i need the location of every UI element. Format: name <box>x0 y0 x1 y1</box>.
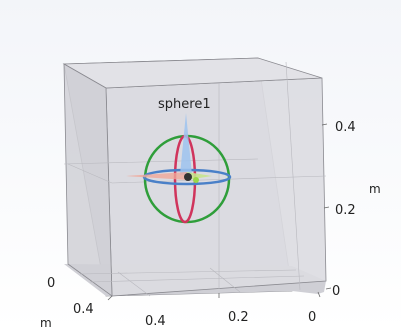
axis-z-unit: m <box>369 182 381 196</box>
axis-x-tick-0: 0.4 <box>145 314 166 329</box>
object-label: sphere1 <box>158 97 211 112</box>
axis-x-tick-2: 0 <box>308 310 316 325</box>
axis-z-tick-0: 0.4 <box>335 120 356 135</box>
axis-y-tick-1: 0.4 <box>73 302 94 317</box>
gizmo-arrow-right[interactable] <box>187 172 212 180</box>
gizmo-arrow-left[interactable] <box>126 172 187 180</box>
gizmo-point[interactable] <box>193 177 199 183</box>
gizmo-center-handle[interactable] <box>184 173 192 181</box>
box-front-face <box>105 77 327 297</box>
axis-z-tick-2: 0 <box>332 284 340 299</box>
axis-x-tick-1: 0.2 <box>228 310 249 325</box>
transform-gizmo[interactable] <box>126 113 212 183</box>
axis-y-unit: m <box>40 316 52 330</box>
axis-y-tick-0: 0 <box>47 276 55 291</box>
axis-z-tick-1: 0.2 <box>335 203 356 218</box>
gizmo-arrow-up[interactable] <box>180 113 192 175</box>
